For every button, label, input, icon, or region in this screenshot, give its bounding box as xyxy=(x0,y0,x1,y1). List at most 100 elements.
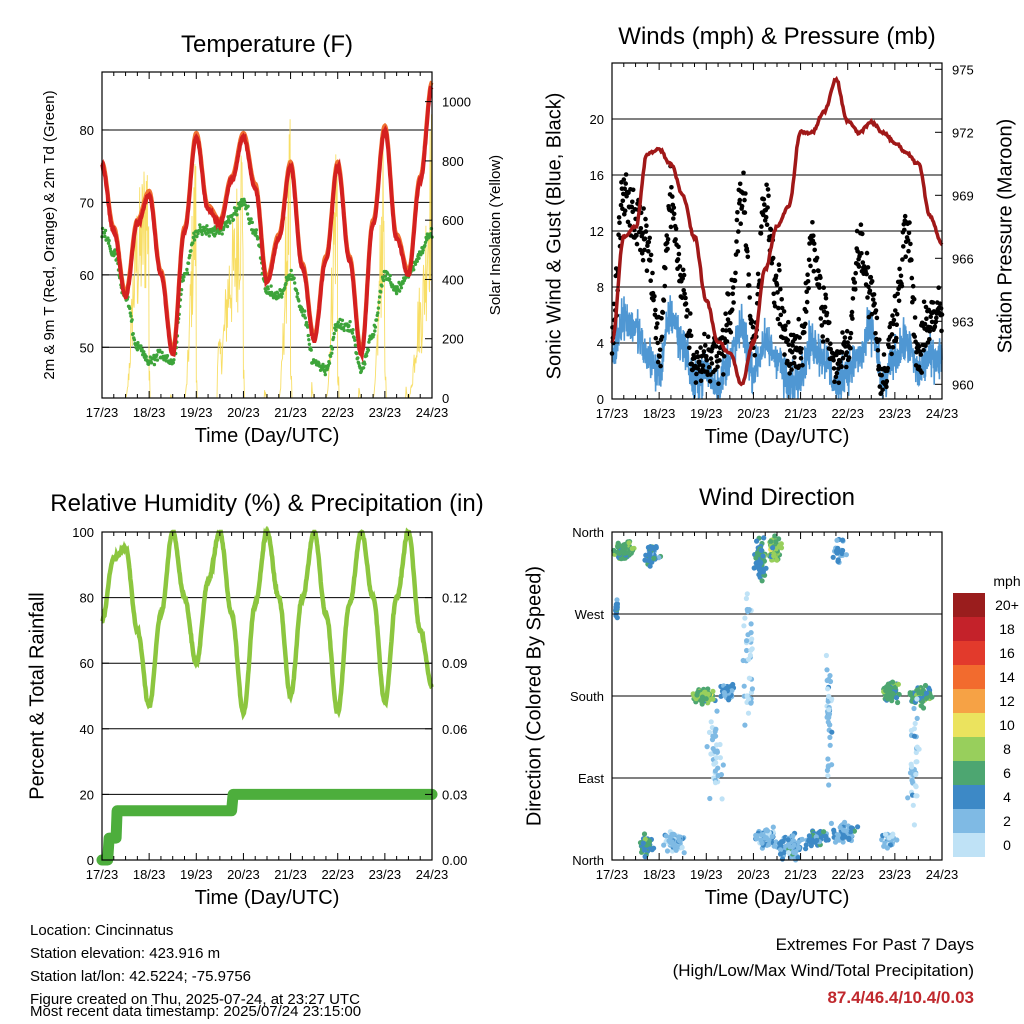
gust-point xyxy=(648,252,654,258)
gust-point xyxy=(732,278,738,284)
y-tick-label: West xyxy=(575,607,605,622)
gust-point xyxy=(906,248,911,254)
gust-point xyxy=(616,215,622,220)
gust-point xyxy=(848,330,854,336)
gust-point xyxy=(881,352,887,357)
y-axis-title: Percent & Total Rainfall xyxy=(26,592,48,800)
gust-point xyxy=(782,352,787,357)
x-tick-label: 20/23 xyxy=(737,406,770,421)
gust-point xyxy=(647,258,653,263)
dewpoint-point xyxy=(198,225,203,230)
gust-point xyxy=(810,220,815,225)
gust-point xyxy=(634,241,640,247)
gust-point xyxy=(723,311,728,317)
direction-point xyxy=(884,845,891,851)
dewpoint-point xyxy=(341,326,346,330)
gust-point xyxy=(804,299,810,305)
gust-point xyxy=(805,272,810,278)
direction-point xyxy=(760,553,766,559)
gust-point xyxy=(893,308,898,313)
gust-point xyxy=(715,364,720,370)
gust-point xyxy=(665,246,670,252)
gust-point xyxy=(669,185,674,190)
gust-point xyxy=(833,374,839,380)
direction-point xyxy=(787,844,793,850)
y2-tick-label: 969 xyxy=(952,188,974,203)
colorbar-label: 2 xyxy=(1003,813,1011,829)
gust-point xyxy=(866,314,872,320)
dewpoint-point xyxy=(139,344,143,348)
direction-point xyxy=(769,833,775,840)
gust-point xyxy=(844,350,850,355)
dewpoint-point xyxy=(353,343,358,347)
dewpoint-point xyxy=(160,350,164,355)
direction-point xyxy=(759,578,765,584)
gust-point xyxy=(776,305,781,311)
colorbar-label: 20+ xyxy=(995,597,1019,613)
gust-point xyxy=(638,226,644,231)
gust-point xyxy=(708,356,714,361)
pressure-line xyxy=(610,75,944,387)
gust-point xyxy=(864,271,869,277)
direction-point xyxy=(912,720,918,727)
gust-point xyxy=(755,271,761,277)
gust-point xyxy=(884,378,890,384)
gust-point xyxy=(831,358,836,363)
gust-point xyxy=(802,330,807,335)
gust-point xyxy=(704,357,710,363)
dewpoint-point xyxy=(377,295,382,299)
direction-point xyxy=(826,782,832,788)
x-tick-label: 24/23 xyxy=(926,867,959,882)
gust-point xyxy=(653,335,659,341)
gust-point xyxy=(786,319,791,325)
direction-point xyxy=(840,839,846,845)
colorbar-label: 12 xyxy=(999,693,1015,709)
direction-point xyxy=(824,677,830,684)
y-tick-label: 16 xyxy=(590,168,604,183)
x-tick-label: 22/23 xyxy=(831,406,864,421)
gust-point xyxy=(626,190,631,196)
gust-point xyxy=(707,379,713,384)
y-tick-label: 20 xyxy=(590,112,604,127)
direction-point xyxy=(714,742,720,748)
gust-point xyxy=(828,341,833,347)
direction-point xyxy=(726,697,732,703)
gust-point xyxy=(790,343,795,348)
direction-point xyxy=(846,836,852,843)
dewpoint-point xyxy=(289,268,293,273)
gust-point xyxy=(877,384,883,389)
gust-point xyxy=(923,304,929,310)
gust-point xyxy=(873,331,878,336)
gust-point xyxy=(679,295,685,301)
direction-point xyxy=(808,843,814,849)
dewpoint-point xyxy=(232,206,237,210)
dewpoint-point xyxy=(256,236,260,240)
gust-point xyxy=(785,358,790,364)
gust-point xyxy=(655,340,660,346)
gust-point xyxy=(654,325,659,330)
gust-point xyxy=(834,370,840,376)
gust-point xyxy=(623,181,628,186)
gust-point xyxy=(680,267,686,273)
colorbar-swatch xyxy=(953,833,985,857)
dewpoint-point xyxy=(399,286,404,290)
y-tick-label: 0 xyxy=(87,853,94,868)
gust-point xyxy=(685,307,690,313)
direction-point xyxy=(742,615,748,621)
gust-point xyxy=(828,346,833,352)
direction-point xyxy=(706,729,713,736)
direction-point xyxy=(714,708,720,714)
direction-point xyxy=(618,556,624,562)
y-tick-label: 8 xyxy=(597,280,604,295)
dewpoint-point xyxy=(293,281,297,285)
dewpoint-point xyxy=(303,316,307,320)
gust-point xyxy=(880,387,885,393)
gust-point xyxy=(903,254,908,259)
x-tick-label: 17/23 xyxy=(596,406,629,421)
dewpoint-point xyxy=(132,338,137,342)
direction-point xyxy=(914,696,920,702)
gust-point xyxy=(800,363,805,368)
gust-point xyxy=(927,328,932,334)
gust-point xyxy=(709,361,715,366)
direction-point xyxy=(799,836,805,843)
